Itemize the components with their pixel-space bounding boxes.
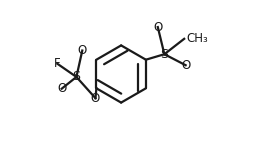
Text: CH₃: CH₃ bbox=[186, 32, 208, 45]
Text: O: O bbox=[57, 82, 66, 95]
Text: S: S bbox=[72, 70, 81, 83]
Text: O: O bbox=[153, 21, 162, 34]
Text: O: O bbox=[78, 44, 87, 57]
Text: F: F bbox=[54, 57, 61, 70]
Text: S: S bbox=[160, 48, 168, 61]
Text: O: O bbox=[181, 59, 190, 72]
Text: O: O bbox=[91, 92, 100, 105]
